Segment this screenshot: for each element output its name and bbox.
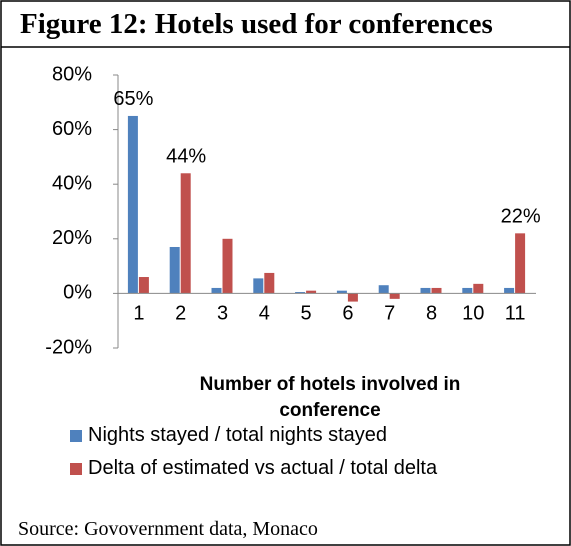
source: Source: Govovernment data, Monaco	[18, 518, 318, 540]
y-tick-label: 80%	[52, 63, 92, 85]
x-tick-label: 8	[426, 303, 437, 325]
bar	[211, 287, 222, 294]
bar	[462, 287, 473, 294]
bar	[515, 233, 526, 294]
data-label: 22%	[501, 206, 541, 228]
legend-swatch	[70, 429, 82, 442]
x-tick-label: 2	[175, 303, 186, 325]
bar	[504, 287, 515, 294]
x-tick-label: 7	[384, 303, 395, 325]
bar	[347, 293, 358, 302]
x-tick-label: 4	[259, 303, 270, 325]
data-label: 65%	[113, 88, 153, 110]
chart-title: Figure 12: Hotels used for conferences	[20, 8, 493, 40]
legend-swatch	[70, 462, 82, 475]
bar	[138, 277, 149, 294]
x-tick-label: 3	[217, 303, 228, 325]
bar	[127, 115, 138, 294]
bar	[253, 278, 264, 294]
y-tick-label: 0%	[63, 282, 92, 304]
legend-label: Delta of estimated vs actual / total del…	[88, 457, 438, 479]
legend-item: Nights stayed / total nights stayed	[70, 424, 387, 447]
bar	[473, 283, 484, 294]
x-tick-label: 1	[133, 303, 144, 325]
bar	[264, 272, 275, 294]
data-label: 44%	[166, 146, 206, 168]
bar	[431, 287, 442, 294]
bar	[222, 238, 233, 294]
x-tick-label: 11	[505, 303, 526, 325]
x-tick-label: 5	[301, 303, 312, 325]
bar	[336, 290, 347, 294]
y-tick-label: -20%	[45, 336, 92, 358]
y-tick-label: 20%	[52, 227, 92, 249]
bar	[420, 287, 431, 294]
bar	[180, 173, 191, 294]
y-tick-label: 40%	[52, 172, 92, 194]
legend-label: Nights stayed / total nights stayed	[88, 424, 388, 446]
bar	[169, 246, 180, 294]
x-tick-label: 6	[342, 303, 353, 325]
bar	[295, 292, 306, 294]
legend-item: Delta of estimated vs actual / total del…	[70, 457, 437, 480]
x-tick-label: 10	[462, 303, 484, 325]
bar	[389, 293, 400, 299]
y-tick-label: 60%	[52, 118, 92, 140]
bar	[378, 285, 389, 294]
x-axis-title: Number of hotels involved in conference	[199, 374, 461, 421]
bar	[306, 290, 317, 294]
